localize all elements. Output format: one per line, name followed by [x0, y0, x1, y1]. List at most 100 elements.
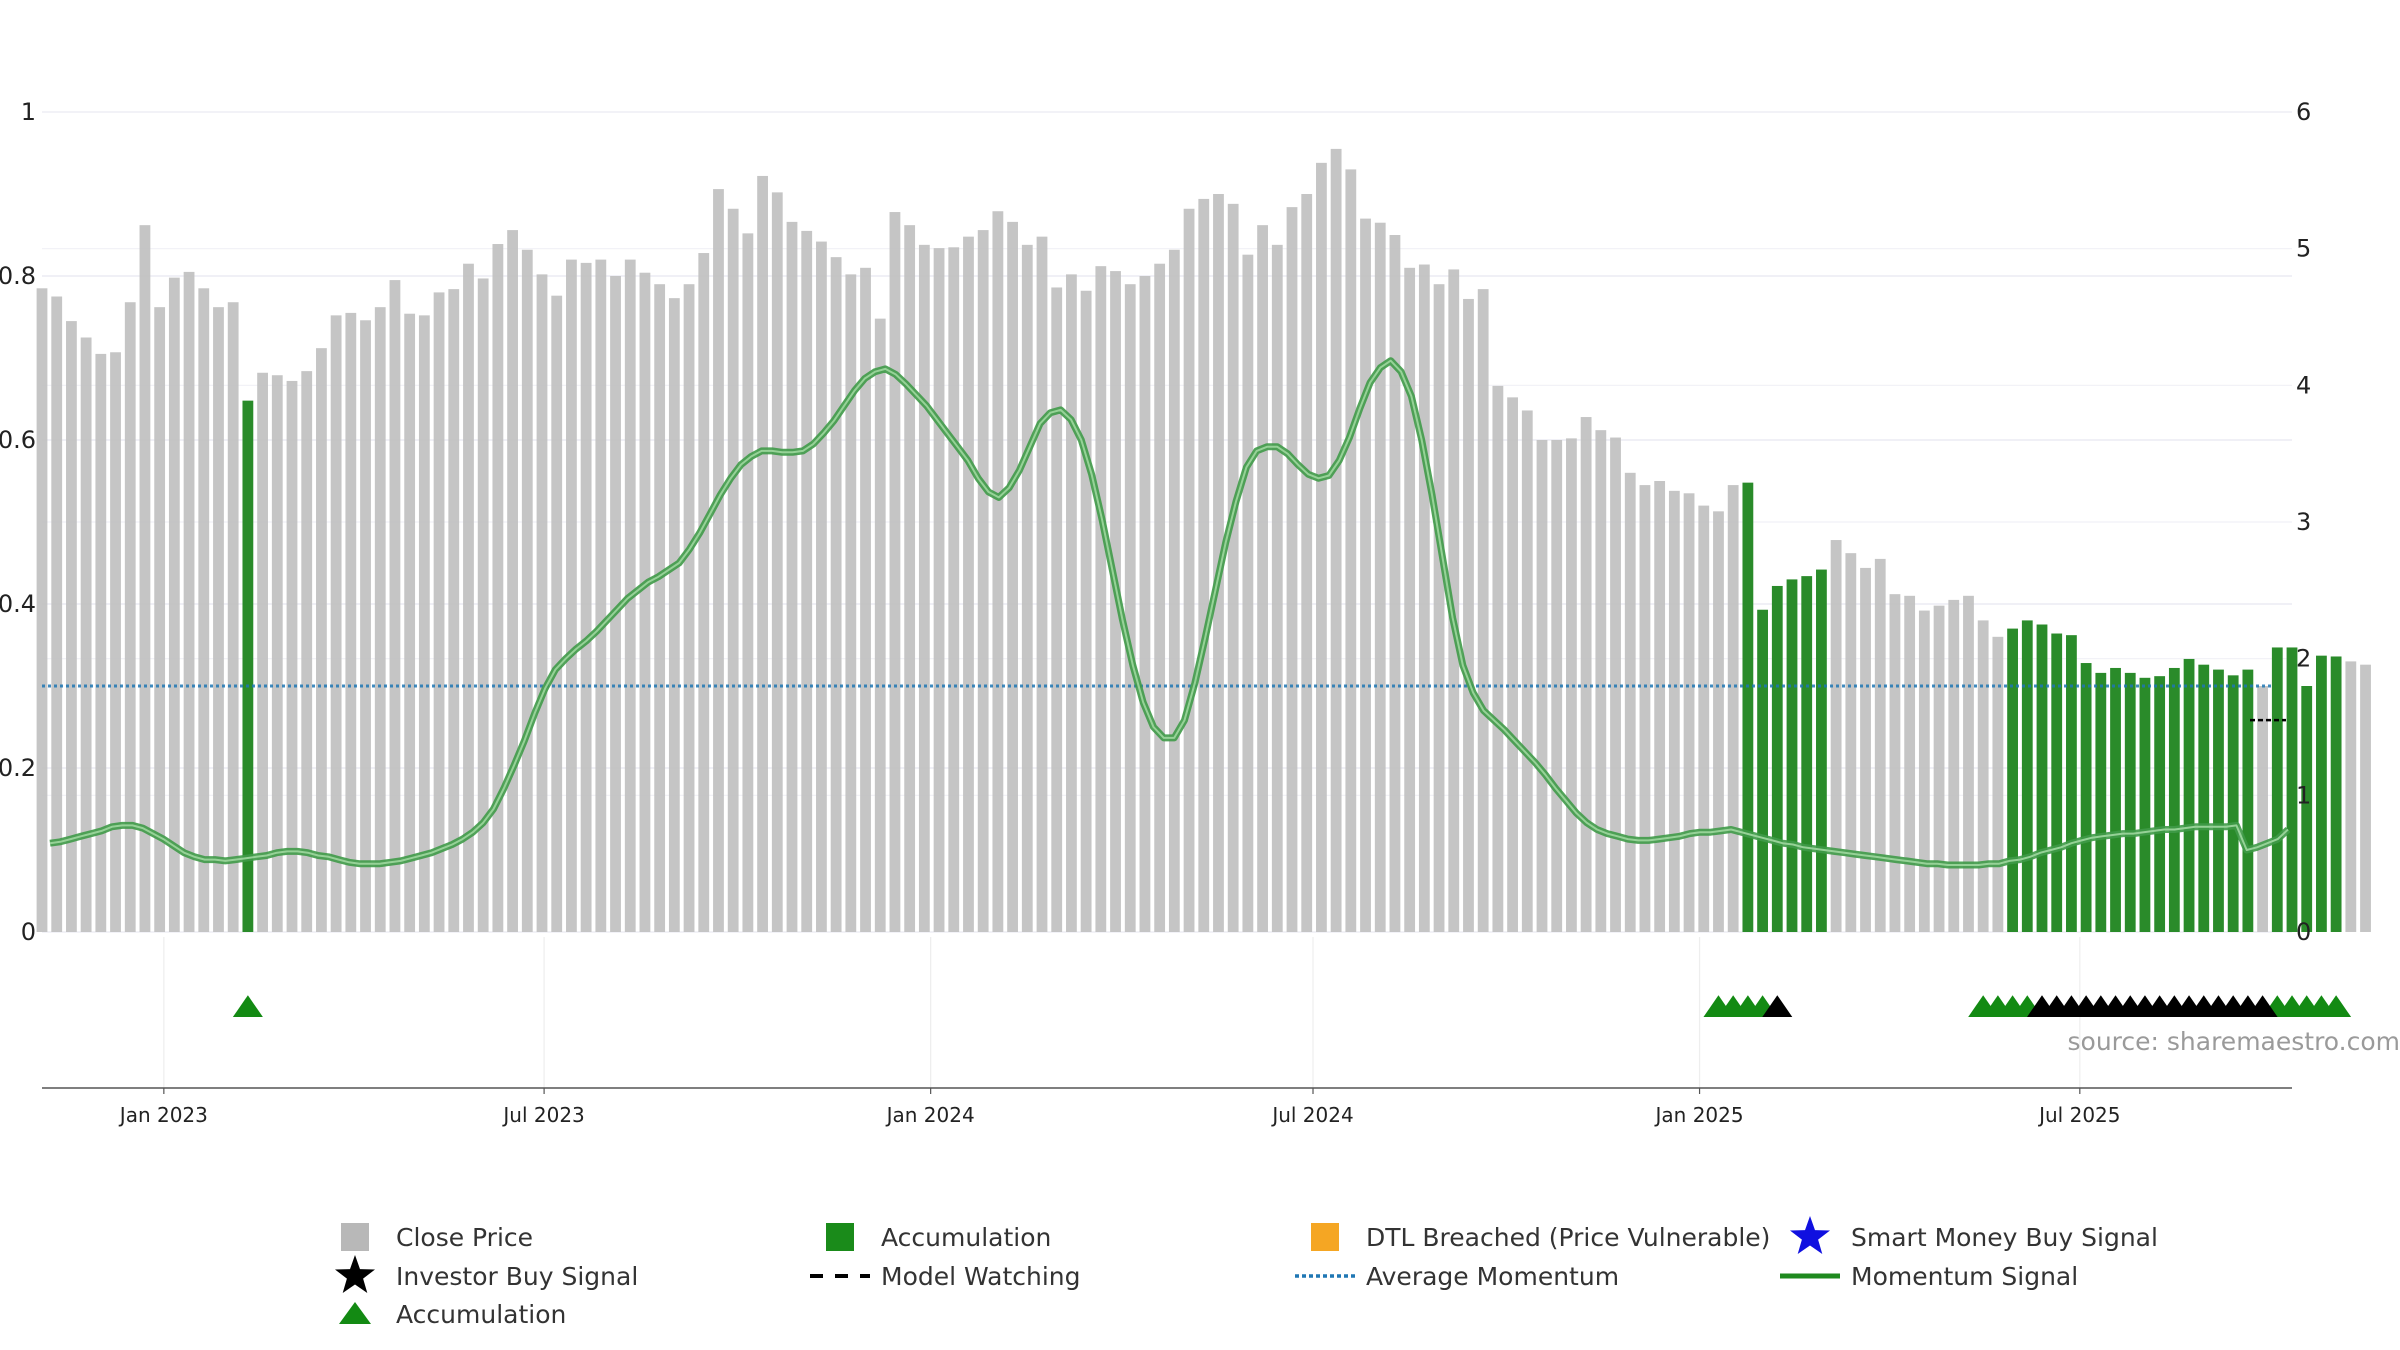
accumulation-bar — [2110, 667, 2121, 932]
close-price-bar — [639, 272, 651, 933]
accumulation-bar — [2301, 686, 2313, 932]
close-price-bar — [1448, 269, 1460, 932]
right-axis-tick-label: 4 — [2296, 371, 2311, 399]
close-price-bar — [1948, 599, 1960, 932]
close-price-bar — [1845, 553, 1857, 932]
right-axis-tick-label: 3 — [2296, 508, 2311, 536]
close-price-bar — [271, 375, 283, 933]
close-price-bar — [1168, 249, 1180, 932]
close-price-bar — [213, 307, 224, 932]
close-price-bar — [154, 307, 166, 932]
left-axis-tick-label: 0.4 — [0, 590, 36, 618]
investor-buy-marker — [1762, 995, 1793, 1017]
accumulation-bar — [1786, 579, 1798, 932]
close-price-bar — [1904, 595, 1916, 932]
accumulation-bar — [2183, 658, 2195, 932]
source-label: source: sharemaestro.com — [2068, 1027, 2400, 1056]
legend-item: Close Price — [341, 1223, 533, 1252]
x-axis-tick-label: Jan 2025 — [1654, 1103, 1744, 1127]
close-price-bar — [1154, 263, 1166, 932]
close-price-bar — [1507, 397, 1518, 932]
right-axis-tick-label: 1 — [2296, 781, 2311, 809]
momentum-signal-line — [49, 357, 2291, 869]
accumulation-bar — [2330, 656, 2342, 932]
accumulation-bar — [2051, 633, 2063, 932]
close-price-bar — [1124, 284, 1136, 932]
accumulation-bar — [2286, 647, 2298, 932]
close-price-bar — [992, 211, 1004, 933]
accumulation-bar — [1771, 585, 1783, 932]
close-price-bar — [521, 249, 533, 932]
accumulation-bar — [1816, 569, 1827, 932]
close-price-bar — [1639, 485, 1651, 932]
close-price-bar — [757, 175, 768, 932]
accumulation-bar — [2213, 669, 2224, 932]
legend-label: Momentum Signal — [1851, 1262, 2078, 1291]
close-price-bar — [1595, 430, 1607, 932]
close-price-bar — [874, 318, 886, 932]
close-price-bar — [786, 221, 798, 932]
close-price-bar — [198, 288, 210, 932]
close-price-bar — [1257, 225, 1268, 932]
legend-label: Accumulation — [881, 1223, 1051, 1252]
close-price-bar — [1477, 289, 1489, 932]
close-price-bar — [654, 284, 666, 932]
accumulation-bar — [2080, 663, 2092, 932]
close-price-bar — [227, 302, 239, 932]
close-price-bar — [2360, 664, 2371, 932]
close-price-bar — [1566, 438, 1577, 932]
close-price-bar — [345, 312, 357, 932]
accumulation-bar — [2036, 624, 2048, 932]
legend-item: Smart Money Buy Signal — [1790, 1216, 2158, 1254]
left-axis-tick-label: 1 — [21, 98, 36, 126]
close-price-bar — [1374, 222, 1386, 932]
legend-label: Close Price — [396, 1223, 533, 1252]
accumulation-triangle-marker — [232, 995, 263, 1017]
close-price-bar — [1624, 472, 1636, 932]
close-price-bar — [963, 236, 974, 932]
legend-item: Model Watching — [810, 1262, 1081, 1291]
accumulation-bar — [2242, 669, 2254, 932]
close-price-bar — [1404, 267, 1416, 932]
x-axis-tick-label: Jan 2023 — [118, 1103, 208, 1127]
legend-label: Model Watching — [881, 1262, 1081, 1291]
close-price-bar — [1992, 636, 2004, 932]
left-axis-tick-label: 0 — [21, 918, 36, 946]
close-price-bar — [1889, 594, 1901, 932]
accumulation-bar — [1757, 609, 1768, 932]
legend-swatch — [1311, 1223, 1339, 1251]
close-price-bar — [889, 212, 901, 933]
close-price-bar — [507, 230, 518, 932]
close-price-bar — [1051, 287, 1063, 933]
close-price-bar — [1183, 208, 1195, 932]
close-price-bar — [1066, 274, 1077, 932]
close-price-bar — [477, 278, 489, 933]
x-axis-tick-label: Jul 2024 — [1270, 1103, 1353, 1127]
close-price-bar — [2257, 686, 2268, 932]
close-price-bar — [1021, 244, 1033, 933]
close-price-bar — [95, 353, 107, 932]
accumulation-bar — [242, 400, 254, 932]
signal-markers — [232, 995, 2352, 1017]
momentum-signal-highlight — [49, 359, 2289, 866]
legend-label: Investor Buy Signal — [396, 1262, 638, 1291]
close-price-bar — [1345, 169, 1357, 932]
legend-item: Accumulation — [339, 1300, 566, 1329]
close-price-bar — [51, 296, 63, 932]
close-price-bar — [448, 289, 460, 932]
close-price-bar — [742, 233, 754, 933]
close-price-bar — [1713, 511, 1724, 932]
x-axis-tick-label: Jul 2023 — [501, 1103, 584, 1127]
accumulation-bar — [2007, 628, 2018, 932]
close-price-bar — [2345, 661, 2357, 932]
close-price-bar — [168, 277, 180, 932]
accumulation-bar — [2066, 635, 2077, 932]
close-price-bar — [1433, 284, 1445, 932]
close-price-bar — [860, 267, 871, 932]
close-price-bar — [316, 348, 327, 932]
close-price-bar — [580, 262, 592, 932]
close-price-bar — [1360, 218, 1371, 933]
close-price-bar — [1007, 221, 1018, 932]
legend-swatch — [826, 1223, 854, 1251]
